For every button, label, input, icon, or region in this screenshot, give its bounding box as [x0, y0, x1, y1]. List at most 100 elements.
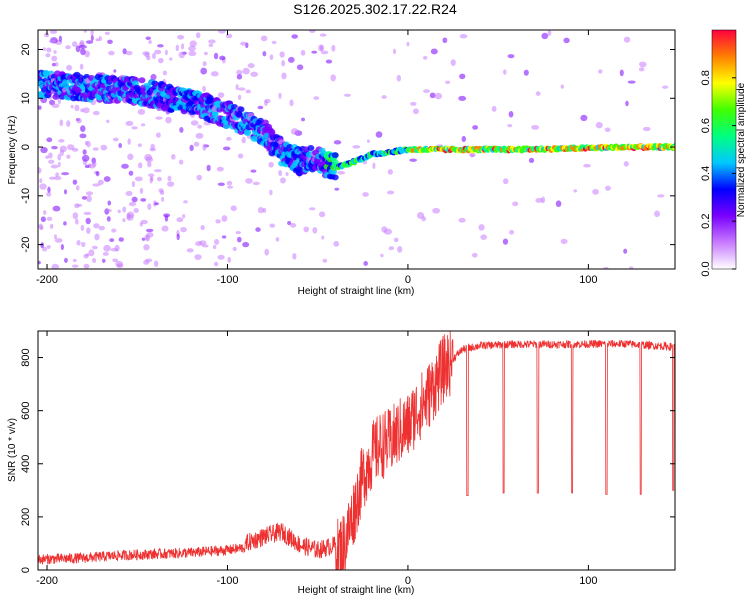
spectrogram-noise-blob [235, 84, 239, 91]
spectrogram-noise-blob [57, 161, 61, 168]
spectrogram-noise-blob [131, 180, 136, 188]
spectrogram-noise-blob [79, 133, 87, 139]
spectrogram-noise-blob [469, 152, 476, 158]
spectrogram-noise-blob [40, 33, 45, 40]
spectrogram-noise-blob [48, 159, 55, 164]
spectrogram-noise-blob [592, 188, 599, 195]
spectrogram-noise-blob [175, 44, 180, 52]
spectrogram-noise-blob [125, 50, 133, 56]
spectrogram-ridge-cell [244, 130, 252, 137]
spectrogram-noise-blob [225, 33, 233, 39]
spectrogram-noise-blob [45, 155, 50, 160]
spectrogram-noise-blob [45, 53, 51, 58]
spectrogram-noise-blob [58, 35, 63, 42]
spectrogram-noise-blob [76, 240, 81, 246]
spectrogram-noise-blob [82, 149, 87, 155]
spectrogram-noise-blob [157, 57, 164, 64]
colorbar-frame [711, 29, 737, 270]
spectrogram-noise-blob [145, 156, 154, 163]
spectrogram-noise-blob [58, 139, 65, 143]
spectrogram-noise-blob [179, 159, 184, 165]
spectrogram-noise-blob [269, 54, 274, 61]
snr-x-tick-label: 0 [405, 575, 411, 587]
spectrogram-noise-blob [179, 126, 184, 133]
spectrogram-noise-blob [541, 32, 549, 40]
spectrogram-noise-blob [321, 235, 325, 240]
spectrogram-noise-blob [76, 185, 80, 191]
spectrogram-noise-blob [208, 39, 216, 44]
spectrogram-noise-blob [281, 72, 287, 80]
spectrogram-noise-blob [143, 260, 150, 265]
spectrogram-noise-blob [161, 196, 165, 202]
spectrogram-noise-blob [235, 230, 242, 235]
spectrogram-noise-blob [188, 45, 196, 52]
spectrogram-noise-blob [52, 205, 61, 212]
spectrogram-noise-blob [214, 238, 220, 246]
spectrogram-noise-blob [412, 108, 419, 115]
spectrogram-noise-blob [281, 60, 286, 67]
spectrogram-noise-blob [269, 223, 276, 228]
spectrogram-noise-blob [203, 51, 208, 56]
spectrogram-noise-blob [70, 104, 74, 109]
spectrogram-noise-blob [478, 224, 485, 231]
spectrogram-noise-blob [76, 117, 82, 124]
spectrogram-noise-blob [71, 41, 78, 47]
spectrogram-noise-blob [128, 170, 134, 176]
spectrogram-noise-blob [409, 158, 418, 162]
spectrogram-noise-blob [92, 183, 101, 187]
spectrogram-noise-blob [150, 73, 157, 81]
spectrogram-noise-blob [247, 63, 255, 69]
spectrogram-x-tick-label: -100 [216, 274, 238, 286]
spectrogram-noise-blob [202, 85, 206, 92]
spectrogram-x-axis-label: Height of straight line (km) [298, 286, 415, 297]
spectrogram-noise-blob [40, 216, 46, 223]
spectrogram-noise-blob [79, 63, 84, 70]
spectrogram-ridge-cell [307, 145, 315, 152]
spectrogram-noise-blob [149, 176, 153, 184]
spectrogram-noise-blob [508, 111, 514, 118]
spectrogram-noise-blob [145, 228, 154, 233]
spectrogram-noise-blob [623, 36, 631, 43]
spectrogram-noise-blob [210, 71, 219, 77]
spectrogram-noise-blob [102, 191, 108, 196]
spectrogram-noise-blob [72, 264, 79, 268]
spectrogram-noise-blob [92, 257, 97, 263]
spectrogram-noise-blob [221, 215, 228, 222]
spectrogram-noise-blob [213, 52, 219, 60]
spectrogram-noise-blob [208, 43, 214, 47]
spectrogram-noise-blob [331, 44, 336, 52]
spectrogram-noise-blob [308, 30, 316, 34]
spectrogram-noise-blob [167, 175, 172, 182]
spectrogram-noise-blob [46, 191, 52, 197]
spectrogram-ridge-cell [237, 106, 245, 113]
spectrogram-noise-blob [153, 260, 159, 268]
spectrogram-noise-blob [83, 253, 89, 259]
spectrogram-noise-blob [352, 145, 361, 149]
spectrogram-noise-blob [125, 191, 133, 196]
spectrogram-noise-blob [200, 224, 205, 231]
spectrogram-noise-blob [74, 218, 79, 225]
spectrogram-ridge-cell [138, 77, 146, 84]
spectrogram-noise-blob [80, 224, 85, 231]
spectrogram-y-ticks: 20 10 0 -10 -20 [20, 43, 675, 253]
snr-y-ticks: 0 200 400 600 800 [20, 348, 675, 573]
spectrogram-noise-blob [312, 227, 318, 234]
spectrogram-noise-blob [161, 225, 169, 232]
spectrogram-noise-blob [290, 222, 297, 228]
spectrogram-noise-blob [386, 190, 395, 195]
spectrogram-noise-blob [106, 119, 110, 123]
spectrogram-noise-blob [604, 127, 611, 133]
spectrogram-noise-blob [605, 185, 611, 191]
spectrogram-noise-blob [179, 207, 188, 213]
spectrogram-noise-blob [555, 200, 562, 208]
spectrogram-noise-blob [285, 172, 289, 176]
colorbar-ticks: 0.0 0.2 0.4 0.6 0.8 [700, 70, 736, 277]
spectrogram-noise-blob [461, 135, 467, 143]
spectrogram-noise-blob [131, 196, 138, 203]
spectrogram-ridge-cell [235, 111, 243, 118]
spectrogram-noise-blob [375, 66, 382, 70]
spectrogram-noise-blob [61, 172, 70, 176]
spectrogram-x-tick-label: 100 [579, 274, 597, 286]
spectrogram-noise-blob [275, 237, 280, 242]
spectrogram-noise-blob [108, 50, 115, 56]
